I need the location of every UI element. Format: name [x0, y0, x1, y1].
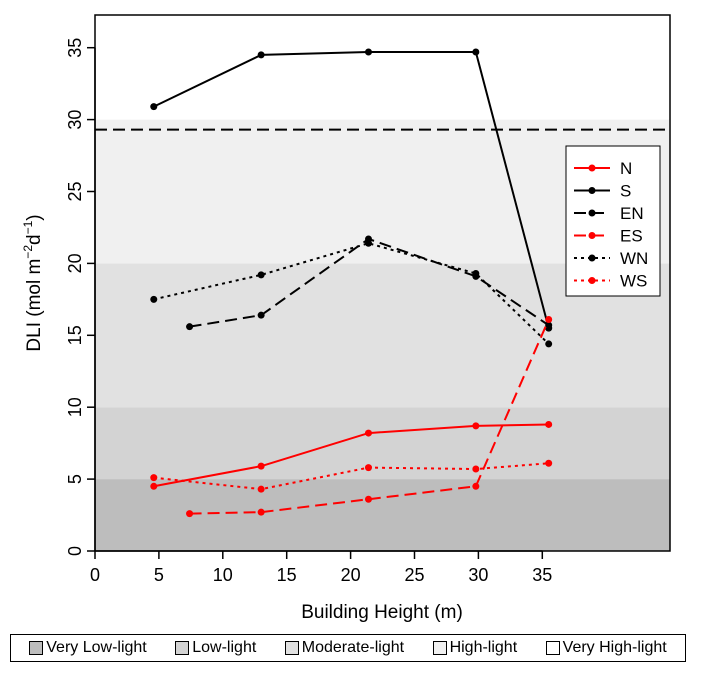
zone-legend-item-very-high-light: Very High-light [545, 639, 667, 657]
legend-marker-s [588, 187, 596, 194]
legend-label-es: ES [620, 227, 643, 246]
legend-marker-n [588, 164, 596, 172]
data-point-n [545, 420, 553, 428]
data-point-n [364, 429, 372, 437]
data-point-ws [150, 474, 158, 482]
y-tick-label: 15 [65, 325, 85, 345]
y-tick-label: 10 [65, 397, 85, 417]
zone-legend-item-high-light: High-light [432, 639, 518, 657]
zone-legend-swatch [284, 641, 299, 655]
zone-legend-label: Very High-light [562, 639, 667, 656]
data-point-s [472, 48, 480, 56]
y-tick-label: 20 [65, 253, 85, 273]
data-point-wn [364, 239, 372, 247]
light-zone-legend: Very Low-light Low-light Moderate-light Hig… [10, 634, 686, 662]
zone-legend-label: High-light [449, 639, 518, 656]
zone-legend-swatch [29, 641, 44, 655]
x-tick-label: 25 [404, 565, 424, 585]
zone-legend-swatch [545, 641, 560, 655]
x-tick-label: 0 [90, 565, 100, 585]
legend-marker-ws [588, 277, 596, 284]
y-axis: 0 5 10 15 20 25 30 35 [65, 38, 96, 556]
series-line-es [189, 319, 550, 515]
zone-legend-item-very-low-light: Very Low-light [29, 639, 147, 657]
legend-label-en: EN [620, 204, 644, 223]
x-axis-label: Building Height (m) [301, 602, 463, 623]
x-tick-label: 20 [341, 565, 361, 585]
x-tick-label: 10 [213, 565, 233, 585]
y-axis-label: DLI (mol m−2d−1) [21, 214, 45, 351]
data-point-es [545, 315, 553, 323]
y-tick-label: 5 [65, 474, 85, 484]
data-point-en [186, 323, 194, 331]
x-axis: 0 5 10 15 20 25 30 35 [90, 550, 552, 585]
zone-legend-item-low-light: Low-light [175, 639, 256, 657]
y-tick-label: 30 [65, 110, 85, 130]
dli-chart: 0 5 10 15 20 25 30 35 0 5 10 15 20 25 30 35 Building H… [21, 14, 671, 623]
series-es [186, 315, 553, 518]
y-tick-label: 35 [65, 38, 85, 58]
data-point-wn [257, 271, 265, 279]
data-point-en [257, 311, 265, 319]
data-point-n [150, 482, 158, 490]
legend-label-ws: WS [620, 272, 647, 291]
series-wn [150, 239, 553, 348]
zone-band-very-low-light [95, 479, 670, 551]
data-point-es [186, 510, 194, 518]
data-point-n [257, 462, 265, 470]
data-point-wn [472, 269, 480, 277]
y-tick-label: 25 [65, 181, 85, 201]
zone-legend-label: Moderate-light [301, 639, 405, 656]
legend-marker-en [588, 209, 596, 217]
data-point-wn [545, 340, 553, 348]
x-tick-label: 30 [468, 565, 488, 585]
data-point-ws [472, 465, 480, 473]
data-point-es [472, 482, 480, 490]
data-point-es [257, 508, 265, 516]
x-tick-label: 35 [532, 565, 552, 585]
data-point-s [257, 51, 265, 59]
data-point-es [364, 495, 372, 503]
zone-legend-swatch [432, 641, 447, 655]
data-point-s [150, 103, 158, 111]
zone-legend-swatch [175, 641, 190, 655]
data-point-ws [364, 464, 372, 472]
zone-band-very-high-light [95, 18, 670, 120]
data-point-wn [150, 295, 158, 303]
series-ws [150, 459, 553, 493]
legend-marker-wn [588, 254, 596, 262]
light-zones [95, 18, 670, 551]
legend-box [565, 145, 661, 297]
zone-legend-label: Very Low-light [46, 639, 147, 656]
x-tick-label: 5 [154, 565, 164, 585]
series-lines [150, 48, 553, 518]
x-tick-label: 15 [277, 565, 297, 585]
legend-label-n: N [620, 159, 632, 178]
series-legend: NS EN ES WN WS [565, 145, 661, 297]
data-point-n [472, 422, 480, 430]
legend-marker-es [588, 232, 596, 239]
data-point-en [545, 321, 553, 329]
data-point-ws [545, 459, 553, 467]
legend-label-wn: WN [620, 249, 648, 268]
zone-legend-label: Low-light [192, 639, 257, 656]
y-tick-label: 0 [65, 546, 85, 556]
data-point-s [364, 48, 372, 56]
legend-label-s: S [620, 182, 631, 201]
zone-legend-item-moderate-light: Moderate-light [284, 639, 405, 657]
data-point-ws [257, 485, 265, 493]
series-n [150, 420, 553, 490]
